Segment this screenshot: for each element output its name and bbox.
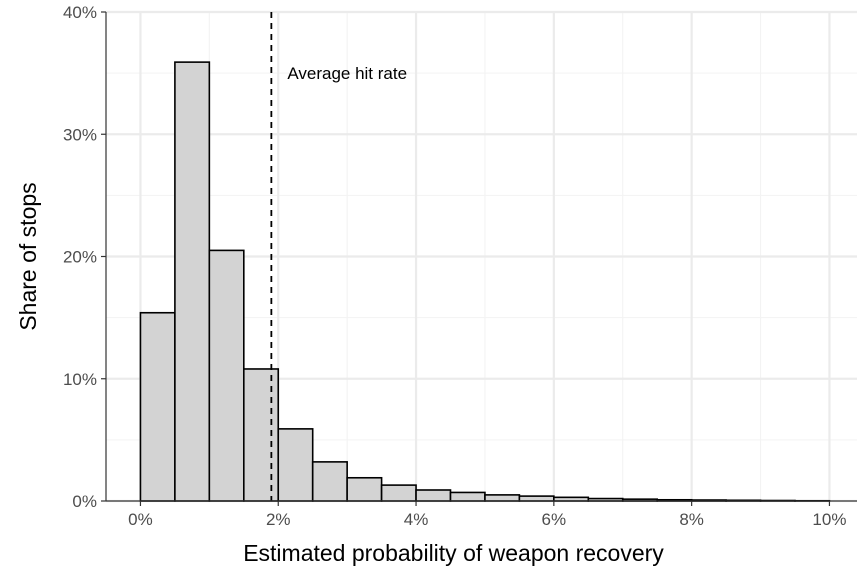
histogram-bar-2 bbox=[208, 249, 245, 502]
x-tick-label: 2% bbox=[266, 510, 291, 529]
y-tick-label: 30% bbox=[63, 125, 97, 144]
bars bbox=[139, 61, 831, 502]
x-tick-label: 10% bbox=[812, 510, 846, 529]
y-axis-title: Share of stops bbox=[15, 182, 41, 330]
histogram-bar-4 bbox=[277, 428, 314, 502]
histogram-bar-1 bbox=[174, 61, 211, 502]
y-tick-label: 10% bbox=[63, 370, 97, 389]
histogram-bar-7 bbox=[380, 484, 417, 502]
x-tick-label: 6% bbox=[542, 510, 567, 529]
histogram-bar-3 bbox=[242, 368, 280, 502]
x-tick-label: 8% bbox=[679, 510, 704, 529]
x-tick-label: 4% bbox=[404, 510, 429, 529]
tick-labels: 0% 10% 20% 30% 40% 0% 2% 4% 6% 8% 10% bbox=[63, 3, 846, 529]
y-tick-label: 20% bbox=[63, 248, 97, 267]
y-tick-label: 40% bbox=[63, 3, 97, 22]
histogram-bar-9 bbox=[449, 491, 486, 502]
histogram-bar-6 bbox=[346, 476, 383, 502]
histogram-bar-8 bbox=[415, 489, 452, 502]
histogram-bar-10 bbox=[484, 494, 521, 502]
x-tick-label: 0% bbox=[128, 510, 153, 529]
histogram-bar-0 bbox=[139, 311, 176, 502]
y-tick-label: 0% bbox=[72, 492, 97, 511]
histogram-bar-5 bbox=[311, 461, 348, 502]
histogram-bar-11 bbox=[518, 495, 555, 502]
x-axis-title: Estimated probability of weapon recovery bbox=[243, 540, 664, 566]
reference-line-label: Average hit rate bbox=[287, 64, 407, 83]
axes bbox=[101, 11, 857, 506]
